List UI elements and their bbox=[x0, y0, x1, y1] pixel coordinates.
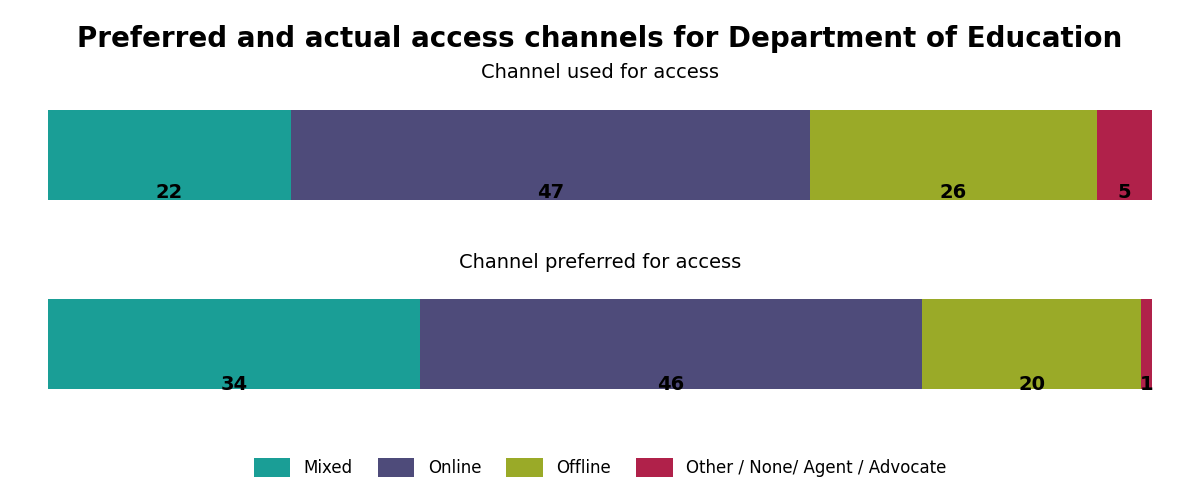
Text: 34: 34 bbox=[221, 375, 247, 394]
Text: 5: 5 bbox=[1117, 183, 1132, 202]
Legend: Mixed, Online, Offline, Other / None/ Agent / Advocate: Mixed, Online, Offline, Other / None/ Ag… bbox=[245, 450, 955, 486]
Text: 22: 22 bbox=[156, 183, 184, 202]
Text: Channel preferred for access: Channel preferred for access bbox=[458, 253, 742, 272]
Text: 26: 26 bbox=[940, 183, 967, 202]
Text: Preferred and actual access channels for Department of Education: Preferred and actual access channels for… bbox=[77, 25, 1123, 53]
Bar bbox=[810, 110, 1097, 200]
Bar bbox=[48, 110, 290, 200]
Bar bbox=[48, 299, 420, 389]
Bar bbox=[1141, 299, 1152, 389]
Text: 47: 47 bbox=[536, 183, 564, 202]
Bar bbox=[290, 110, 810, 200]
Text: 1: 1 bbox=[1140, 375, 1153, 394]
Text: 46: 46 bbox=[658, 375, 685, 394]
Text: Channel used for access: Channel used for access bbox=[481, 63, 719, 82]
Bar bbox=[1097, 110, 1152, 200]
Bar bbox=[420, 299, 923, 389]
Text: 20: 20 bbox=[1019, 375, 1045, 394]
Bar bbox=[923, 299, 1141, 389]
